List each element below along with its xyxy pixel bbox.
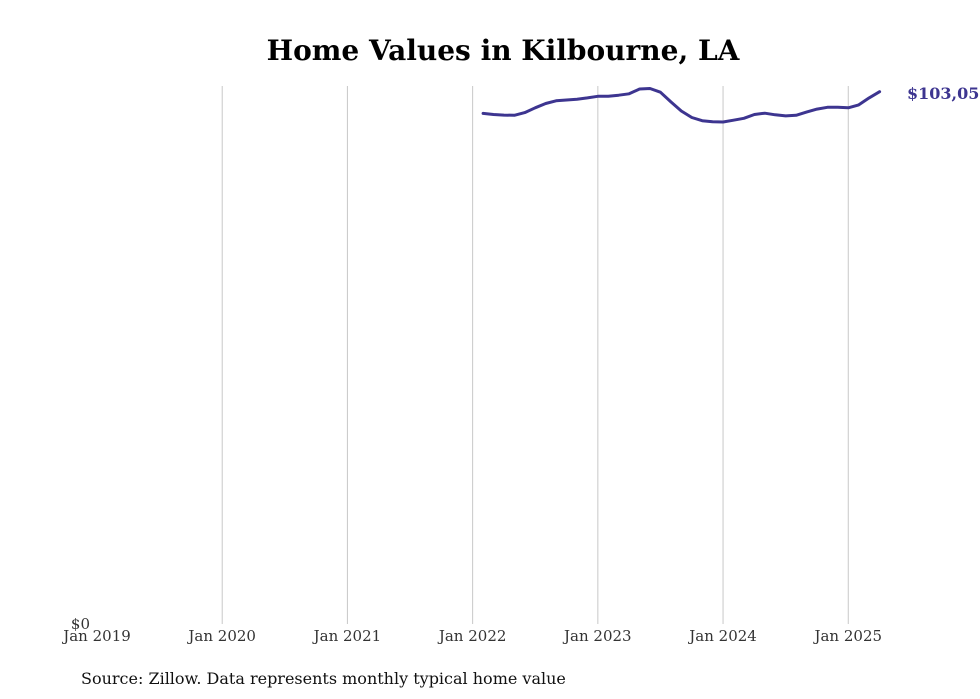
x-tick-label: Jan 2024 [687,627,757,645]
x-tick-label: Jan 2025 [812,627,882,645]
gridlines [221,86,849,624]
x-tick-label: Jan 2022 [437,627,507,645]
x-tick-label: Jan 2020 [186,627,256,645]
x-tick-label: Jan 2019 [61,627,131,645]
x-tick-label: Jan 2023 [562,627,632,645]
x-tick-label: Jan 2021 [312,627,382,645]
y-axis-zero-label: $0 [71,615,90,633]
chart-title: Home Values in Kilbourne, LA [267,34,741,67]
x-axis-tick-labels: Jan 2019 Jan 2020 Jan 2021 Jan 2022 Jan 2023… [61,627,882,645]
end-value-label: $103,05 [907,84,979,103]
home-value-line [481,87,882,124]
source-note: Source: Zillow. Data represents monthly … [81,669,566,688]
